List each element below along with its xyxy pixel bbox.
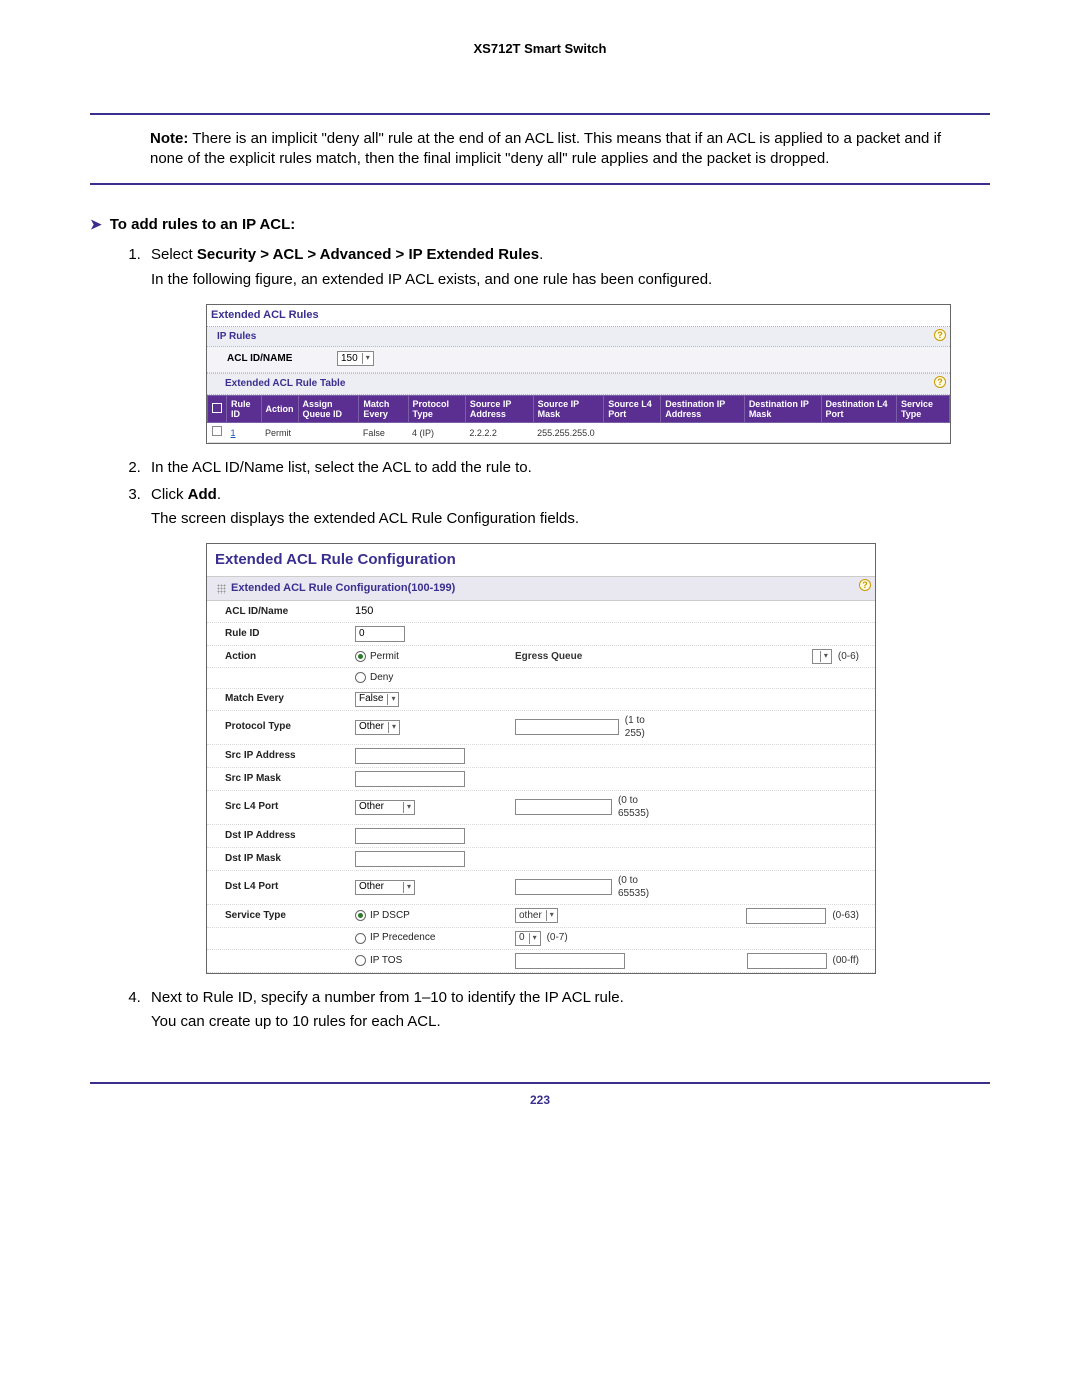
screenshot-rule-config: Extended ACL Rule Configuration Extended… (206, 543, 876, 973)
note-label: Note: (150, 130, 188, 147)
dscp-radio[interactable] (355, 910, 366, 921)
dst-ip-label: Dst IP Address (225, 829, 355, 843)
src-port-input[interactable] (515, 799, 612, 815)
doc-header: XS712T Smart Switch (90, 40, 990, 58)
dst-port-label: Dst L4 Port (225, 880, 355, 894)
src-port-select[interactable]: Other▾ (355, 800, 415, 815)
step-4: Next to Rule ID, specify a number from 1… (145, 988, 990, 1033)
rule-id-input[interactable]: 0 (355, 626, 405, 642)
step-4-body: You can create up to 10 rules for each A… (151, 1012, 990, 1032)
chevron-down-icon: ▾ (546, 910, 554, 921)
dst-port-input[interactable] (515, 879, 612, 895)
acl-id-select[interactable]: 150▾ (337, 351, 374, 366)
dst-mask-input[interactable] (355, 851, 465, 867)
help-icon[interactable]: ? (934, 376, 946, 388)
note-box: Note: There is an implicit "deny all" ru… (90, 113, 990, 186)
procedure-heading: To add rules to an IP ACL: (90, 215, 990, 235)
dst-port-select[interactable]: Other▾ (355, 880, 415, 895)
precedence-select[interactable]: 0▾ (515, 931, 541, 946)
dst-mask-label: Dst IP Mask (225, 852, 355, 866)
step-1: Select Security > ACL > Advanced > IP Ex… (145, 245, 990, 444)
row-checkbox[interactable] (208, 423, 227, 443)
table-row: 1 Permit False 4 (IP) 2.2.2.2 255.255.25… (208, 423, 950, 443)
chevron-down-icon: ▾ (403, 882, 411, 893)
permit-radio[interactable] (355, 651, 366, 662)
step-3-body: The screen displays the extended ACL Rul… (151, 509, 990, 529)
protocol-type-label: Protocol Type (225, 720, 355, 734)
dst-ip-input[interactable] (355, 828, 465, 844)
help-icon[interactable]: ? (934, 329, 946, 341)
ip-rules-subtitle: IP Rules ? (207, 327, 950, 348)
dscp-input[interactable] (746, 908, 826, 924)
chevron-down-icon: ▾ (820, 651, 828, 662)
protocol-type-input[interactable] (515, 719, 619, 735)
chevron-down-icon: ▾ (387, 694, 395, 705)
tos-input1[interactable] (515, 953, 625, 969)
acl-id-label: ACL ID/NAME (227, 352, 337, 366)
step-3: Click Add. The screen displays the exten… (145, 485, 990, 974)
src-mask-input[interactable] (355, 771, 465, 787)
grip-icon (217, 584, 226, 594)
step-1-body: In the following figure, an extended IP … (151, 270, 990, 290)
step-2: In the ACL ID/Name list, select the ACL … (145, 458, 990, 478)
tos-input2[interactable] (747, 953, 827, 969)
config-title: Extended ACL Rule Configuration (207, 544, 875, 577)
acl-id-name-value: 150 (355, 604, 515, 619)
egress-queue-select[interactable]: ▾ (812, 649, 832, 664)
match-every-label: Match Every (225, 692, 355, 706)
chevron-down-icon: ▾ (362, 353, 370, 364)
chevron-down-icon: ▾ (529, 933, 537, 944)
rule-id-label: Rule ID (225, 627, 355, 641)
deny-radio[interactable] (355, 672, 366, 683)
service-type-label: Service Type (225, 909, 355, 923)
config-subtitle: Extended ACL Rule Configuration(100-199)… (207, 577, 875, 601)
panel-title: Extended ACL Rules (207, 305, 950, 327)
chevron-down-icon: ▾ (388, 722, 396, 733)
screenshot-acl-rules: Extended ACL Rules IP Rules ? ACL ID/NAM… (206, 304, 951, 445)
action-label: Action (225, 650, 355, 664)
src-port-label: Src L4 Port (225, 800, 355, 814)
note-text: There is an implicit "deny all" rule at … (150, 130, 941, 167)
dscp-select[interactable]: other▾ (515, 908, 558, 923)
protocol-type-select[interactable]: Other▾ (355, 720, 400, 735)
tos-radio[interactable] (355, 955, 366, 966)
src-ip-input[interactable] (355, 748, 465, 764)
src-mask-label: Src IP Mask (225, 772, 355, 786)
match-every-select[interactable]: False▾ (355, 692, 399, 707)
acl-rule-table: Rule ID Action Assign Queue ID Match Eve… (207, 395, 950, 444)
rule-table-title: Extended ACL Rule Table ? (207, 374, 950, 395)
page-number: 223 (90, 1082, 990, 1108)
chevron-down-icon: ▾ (403, 802, 411, 813)
help-icon[interactable]: ? (859, 579, 871, 591)
select-all-checkbox[interactable] (208, 395, 227, 423)
src-ip-label: Src IP Address (225, 749, 355, 763)
rule-id-link[interactable]: 1 (227, 423, 262, 443)
egress-queue-label: Egress Queue (515, 650, 665, 664)
precedence-radio[interactable] (355, 933, 366, 944)
acl-id-name-label: ACL ID/Name (225, 605, 355, 619)
